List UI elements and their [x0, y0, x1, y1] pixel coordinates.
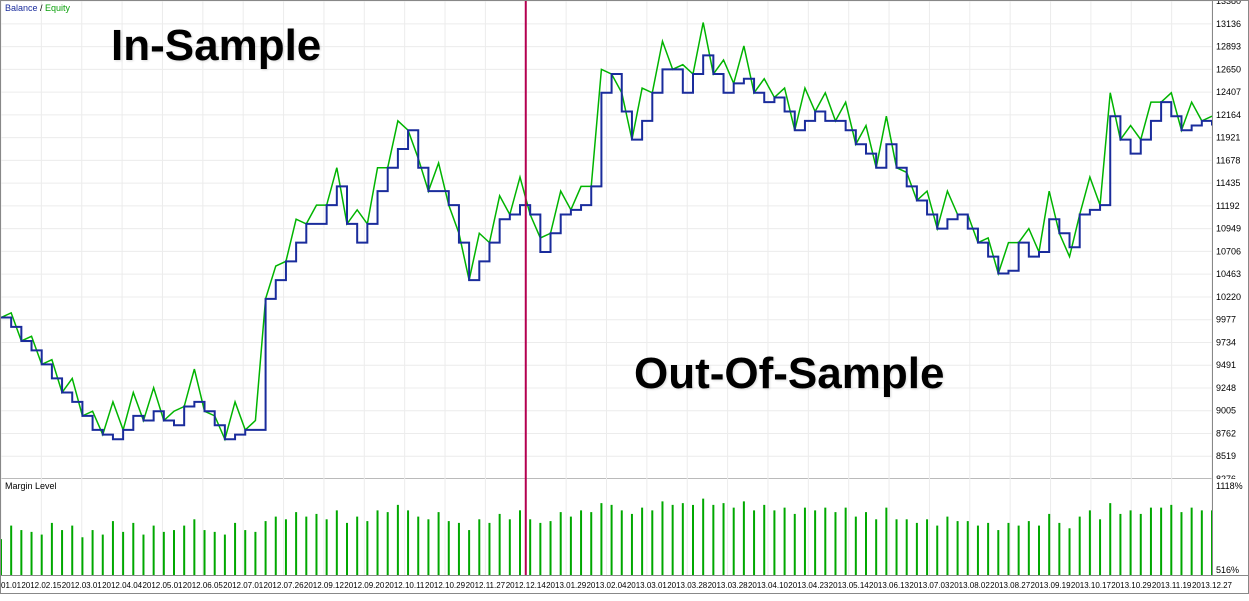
svg-text:2012.02.15: 2012.02.15 — [21, 581, 62, 590]
svg-text:11921: 11921 — [1216, 133, 1240, 143]
svg-text:2012.04.04: 2012.04.04 — [102, 581, 143, 590]
svg-text:2012.12.14: 2012.12.14 — [506, 581, 547, 590]
svg-text:1118%: 1118% — [1216, 481, 1243, 491]
svg-text:10706: 10706 — [1216, 246, 1241, 256]
y-axis-main: 8276851987629005924894919734997710220104… — [1212, 1, 1249, 479]
x-axis: 2012.01.012012.02.152012.03.012012.04.04… — [1, 575, 1249, 595]
svg-text:12893: 12893 — [1216, 42, 1241, 52]
legend-balance: Balance — [5, 3, 38, 13]
svg-text:2013.04.23: 2013.04.23 — [788, 581, 829, 590]
main-chart-svg — [1, 1, 1212, 479]
svg-text:2013.08.27: 2013.08.27 — [990, 581, 1031, 590]
svg-text:9248: 9248 — [1216, 383, 1236, 393]
svg-text:10463: 10463 — [1216, 269, 1241, 279]
svg-text:2013.05.14: 2013.05.14 — [829, 581, 870, 590]
legend-equity: Equity — [45, 3, 70, 13]
svg-text:9977: 9977 — [1216, 315, 1236, 325]
margin-panel: Margin Level — [1, 479, 1212, 575]
svg-text:2012.09.12: 2012.09.12 — [304, 581, 345, 590]
svg-text:2013.11.19: 2013.11.19 — [1152, 581, 1192, 590]
svg-text:2013.03.28: 2013.03.28 — [708, 581, 749, 590]
svg-text:2013.03.28: 2013.03.28 — [667, 581, 708, 590]
svg-text:2012.07.01: 2012.07.01 — [223, 581, 264, 590]
svg-text:2012.11.27: 2012.11.27 — [466, 581, 506, 590]
svg-text:2013.10.17: 2013.10.17 — [1071, 581, 1112, 590]
y-axis-margin: 1118% 516% — [1212, 479, 1249, 575]
svg-text:2013.06.13: 2013.06.13 — [869, 581, 910, 590]
annotation-out-of-sample: Out-Of-Sample — [634, 349, 944, 399]
y-axis-margin-svg: 1118% 516% — [1213, 479, 1249, 575]
y-axis-main-svg: 8276851987629005924894919734997710220104… — [1213, 1, 1249, 479]
annotation-in-sample: In-Sample — [111, 21, 321, 71]
svg-text:2012.10.11: 2012.10.11 — [385, 581, 425, 590]
svg-text:2012.03.01: 2012.03.01 — [62, 581, 103, 590]
svg-text:2012.09.20: 2012.09.20 — [344, 581, 385, 590]
svg-text:13380: 13380 — [1216, 1, 1241, 6]
margin-svg — [1, 479, 1212, 575]
svg-text:10220: 10220 — [1216, 292, 1241, 302]
svg-text:8519: 8519 — [1216, 451, 1236, 461]
svg-text:2013.02.04: 2013.02.04 — [586, 581, 627, 590]
svg-text:12164: 12164 — [1216, 110, 1241, 120]
svg-text:12407: 12407 — [1216, 87, 1241, 97]
svg-text:8762: 8762 — [1216, 428, 1236, 438]
svg-text:13136: 13136 — [1216, 19, 1241, 29]
svg-text:11435: 11435 — [1216, 178, 1240, 188]
svg-text:9005: 9005 — [1216, 406, 1236, 416]
svg-text:2013.03.01: 2013.03.01 — [627, 581, 668, 590]
svg-text:2012.05.01: 2012.05.01 — [142, 581, 183, 590]
svg-text:2012.01.01: 2012.01.01 — [1, 581, 22, 590]
svg-text:12650: 12650 — [1216, 64, 1241, 74]
svg-text:516%: 516% — [1216, 565, 1239, 575]
svg-text:10949: 10949 — [1216, 224, 1241, 234]
svg-text:2013.04.10: 2013.04.10 — [748, 581, 789, 590]
svg-text:2012.10.29: 2012.10.29 — [425, 581, 466, 590]
svg-text:2013.07.03: 2013.07.03 — [909, 581, 950, 590]
svg-text:9734: 9734 — [1216, 337, 1236, 347]
svg-text:2012.07.26: 2012.07.26 — [264, 581, 305, 590]
svg-text:2012.06.05: 2012.06.05 — [183, 581, 224, 590]
legend: Balance / Equity — [5, 3, 70, 13]
x-axis-svg: 2012.01.012012.02.152012.03.012012.04.04… — [1, 576, 1249, 596]
svg-text:9491: 9491 — [1216, 360, 1236, 370]
svg-text:2013.01.29: 2013.01.29 — [546, 581, 587, 590]
legend-separator: / — [38, 3, 46, 13]
svg-text:2013.08.02: 2013.08.02 — [950, 581, 991, 590]
svg-text:11678: 11678 — [1216, 155, 1240, 165]
chart-container: Balance / Equity In-Sample Out-Of-Sample… — [0, 0, 1249, 594]
margin-level-label: Margin Level — [5, 481, 57, 491]
svg-text:2013.09.19: 2013.09.19 — [1031, 581, 1072, 590]
svg-text:2013.10.29: 2013.10.29 — [1111, 581, 1152, 590]
svg-text:11192: 11192 — [1216, 201, 1240, 211]
main-chart-panel: Balance / Equity In-Sample Out-Of-Sample — [1, 1, 1212, 479]
svg-text:2013.12.27: 2013.12.27 — [1192, 581, 1233, 590]
